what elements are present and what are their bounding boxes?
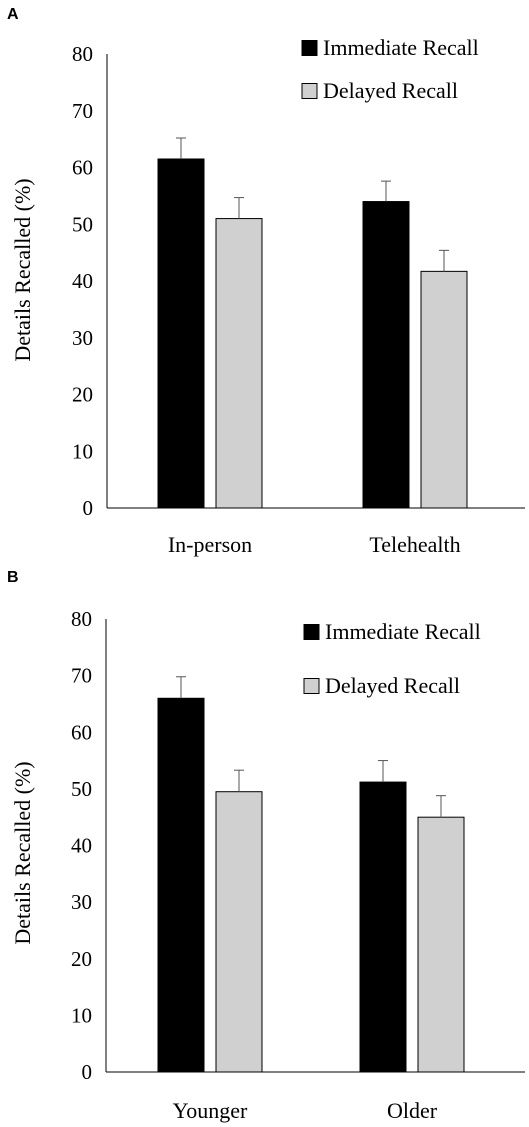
y-tick-label: 60 xyxy=(71,720,92,744)
chart-panel-a: A 0 10 20 30 40 50 60 70 80 Details Recalled (%) I… xyxy=(0,0,529,563)
y-tick-label: 30 xyxy=(71,890,92,914)
y-tick-label: 10 xyxy=(72,439,93,463)
y-tick-label: 0 xyxy=(82,1060,93,1084)
bar-delayed-recall xyxy=(417,816,465,1073)
y-tick-label: 20 xyxy=(72,383,93,407)
y-tick-label: 70 xyxy=(71,664,92,688)
chart-panel-b: B 0 10 20 30 40 50 60 70 80 Details Recalled (%) Y… xyxy=(0,563,529,1127)
bar-delayed-recall xyxy=(420,270,468,509)
panel-label: A xyxy=(7,6,19,23)
bar-immediate-recall xyxy=(157,697,205,1073)
y-tick-label: 60 xyxy=(72,156,93,180)
y-tick-label: 80 xyxy=(71,607,92,631)
y-tick-label: 0 xyxy=(83,496,94,520)
bar-immediate-recall xyxy=(362,201,410,509)
x-category-label: Younger xyxy=(173,1098,248,1123)
y-axis-label: Details Recalled (%) xyxy=(10,761,35,944)
y-tick-label: 50 xyxy=(71,777,92,801)
legend-swatch-immediate xyxy=(301,40,318,56)
bar-immediate-recall xyxy=(157,158,205,509)
bar-immediate-recall xyxy=(359,781,407,1073)
panel-label: B xyxy=(7,569,19,586)
bar-delayed-recall xyxy=(215,218,263,509)
y-tick-label: 20 xyxy=(71,947,92,971)
legend-label-immediate: Immediate Recall xyxy=(323,35,479,60)
y-tick-label: 30 xyxy=(72,326,93,350)
bar-chart-b: 0 10 20 30 40 50 60 70 80 Details Recalled (%) You… xyxy=(10,607,525,1123)
y-tick-label: 70 xyxy=(72,99,93,123)
bar-delayed-recall xyxy=(215,791,263,1073)
y-tick-label: 50 xyxy=(72,212,93,236)
legend-label-delayed: Delayed Recall xyxy=(325,673,460,698)
y-axis-label: Details Recalled (%) xyxy=(10,178,35,361)
legend-label-delayed: Delayed Recall xyxy=(323,78,458,103)
legend-swatch-delayed xyxy=(303,678,320,694)
y-tick-label: 40 xyxy=(72,269,93,293)
y-tick-label: 40 xyxy=(71,834,92,858)
x-category-label: In-person xyxy=(168,532,252,557)
x-category-label: Telehealth xyxy=(369,532,460,557)
legend-label-immediate: Immediate Recall xyxy=(325,619,481,644)
legend-swatch-delayed xyxy=(301,83,318,99)
x-category-label: Older xyxy=(387,1098,438,1123)
y-tick-label: 10 xyxy=(71,1003,92,1027)
bar-chart-a: 0 10 20 30 40 50 60 70 80 Details Recalled (%) In-… xyxy=(10,35,525,557)
legend-swatch-immediate xyxy=(303,624,320,640)
y-tick-label: 80 xyxy=(72,42,93,66)
